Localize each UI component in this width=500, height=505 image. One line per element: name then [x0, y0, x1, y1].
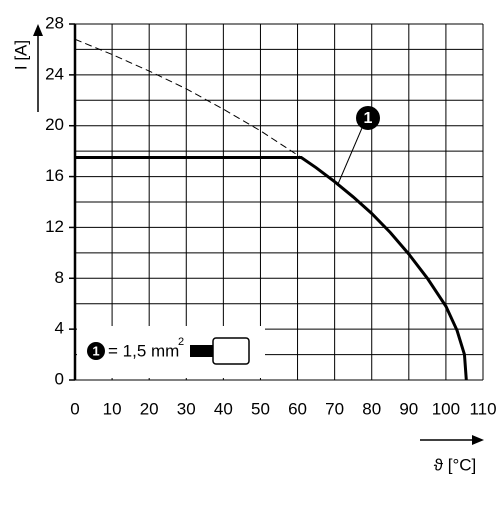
legend-marker: 1	[92, 343, 99, 358]
legend-text: = 1,5 mm	[108, 341, 179, 360]
x-axis-label: ϑ [°C]	[434, 455, 477, 474]
x-tick-label: 70	[325, 399, 344, 418]
y-tick-label: 24	[45, 64, 64, 83]
x-tick-label: 80	[362, 399, 381, 418]
grid	[69, 23, 484, 381]
y-tick-label: 16	[45, 166, 64, 185]
callout-line	[337, 127, 363, 185]
x-tick-label: 110	[469, 399, 496, 418]
y-tick-label: 28	[45, 13, 64, 32]
y-tick-label: 8	[55, 268, 64, 287]
x-tick-label: 50	[251, 399, 270, 418]
x-tick-label: 10	[103, 399, 122, 418]
x-tick-label: 30	[177, 399, 196, 418]
x-tick-label: 100	[432, 399, 460, 418]
x-tick-label: 20	[140, 399, 159, 418]
y-arrow-head	[33, 24, 43, 36]
x-tick-label: 90	[399, 399, 418, 418]
plot	[74, 38, 468, 381]
x-arrow-head	[472, 435, 484, 445]
x-tick-label: 60	[288, 399, 307, 418]
series-line	[75, 156, 468, 381]
x-tick-label: 40	[214, 399, 233, 418]
legend: 1 = 1,5 mm 2	[77, 326, 265, 378]
legend-marker-circle	[87, 342, 105, 360]
y-tick-label: 0	[55, 369, 64, 388]
legend-superscript: 2	[178, 336, 184, 348]
callout-circle	[356, 106, 380, 130]
y-tick-label: 20	[45, 115, 64, 134]
x-tick-label: 0	[70, 399, 79, 418]
y-axis-label: I [A]	[11, 40, 30, 70]
callout-label: 1	[364, 110, 373, 127]
series-line	[74, 38, 302, 158]
y-tick-label: 4	[55, 319, 64, 338]
y-tick-label: 12	[45, 217, 64, 236]
wire-sleeve	[212, 337, 250, 365]
wire-core	[190, 345, 214, 357]
